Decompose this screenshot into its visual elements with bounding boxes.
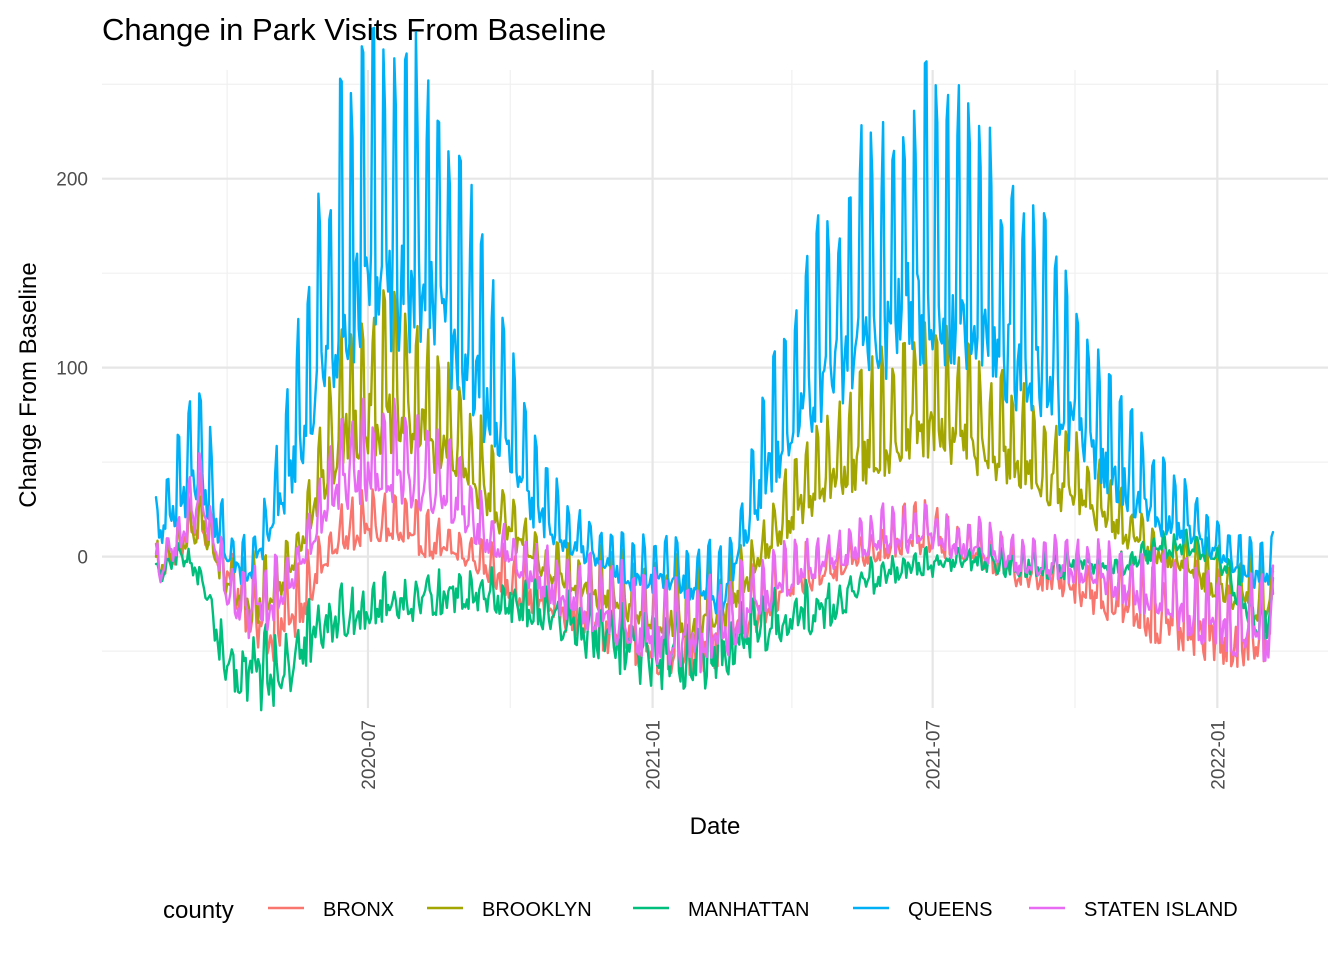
legend-label-bronx: BRONX: [323, 899, 394, 921]
legend-label-brooklyn: BROOKLYN: [482, 899, 592, 921]
series-line-staten-island: [154, 397, 1275, 674]
x-tick-label: 2021-07: [924, 720, 945, 790]
series-line-queens: [154, 26, 1275, 617]
y-axis-title: Change From Baseline: [15, 262, 42, 507]
x-tick-label: 2020-07: [359, 720, 380, 790]
x-tick-label: 2022-01: [1208, 720, 1229, 790]
tick-layer: 0 100 200 2020-07 2021-01 2021-07 2022-01: [56, 170, 1229, 790]
legend-title: county: [163, 897, 234, 924]
series-line-brooklyn: [154, 289, 1275, 641]
series-layer: [154, 26, 1275, 712]
y-tick-label: 0: [77, 548, 88, 569]
y-tick-label: 100: [56, 359, 88, 380]
x-tick-label: 2021-01: [644, 720, 665, 790]
legend-label-manhattan: MANHATTAN: [688, 899, 809, 921]
legend: county BRONX BROOKLYN MANHATTAN QUEENS STATE…: [163, 897, 1238, 924]
x-axis-title: Date: [690, 813, 741, 840]
legend-label-staten-island: STATEN ISLAND: [1084, 899, 1238, 921]
chart-title: Change in Park Visits From Baseline: [102, 12, 606, 47]
y-tick-label: 200: [56, 170, 88, 191]
legend-label-queens: QUEENS: [908, 899, 992, 921]
